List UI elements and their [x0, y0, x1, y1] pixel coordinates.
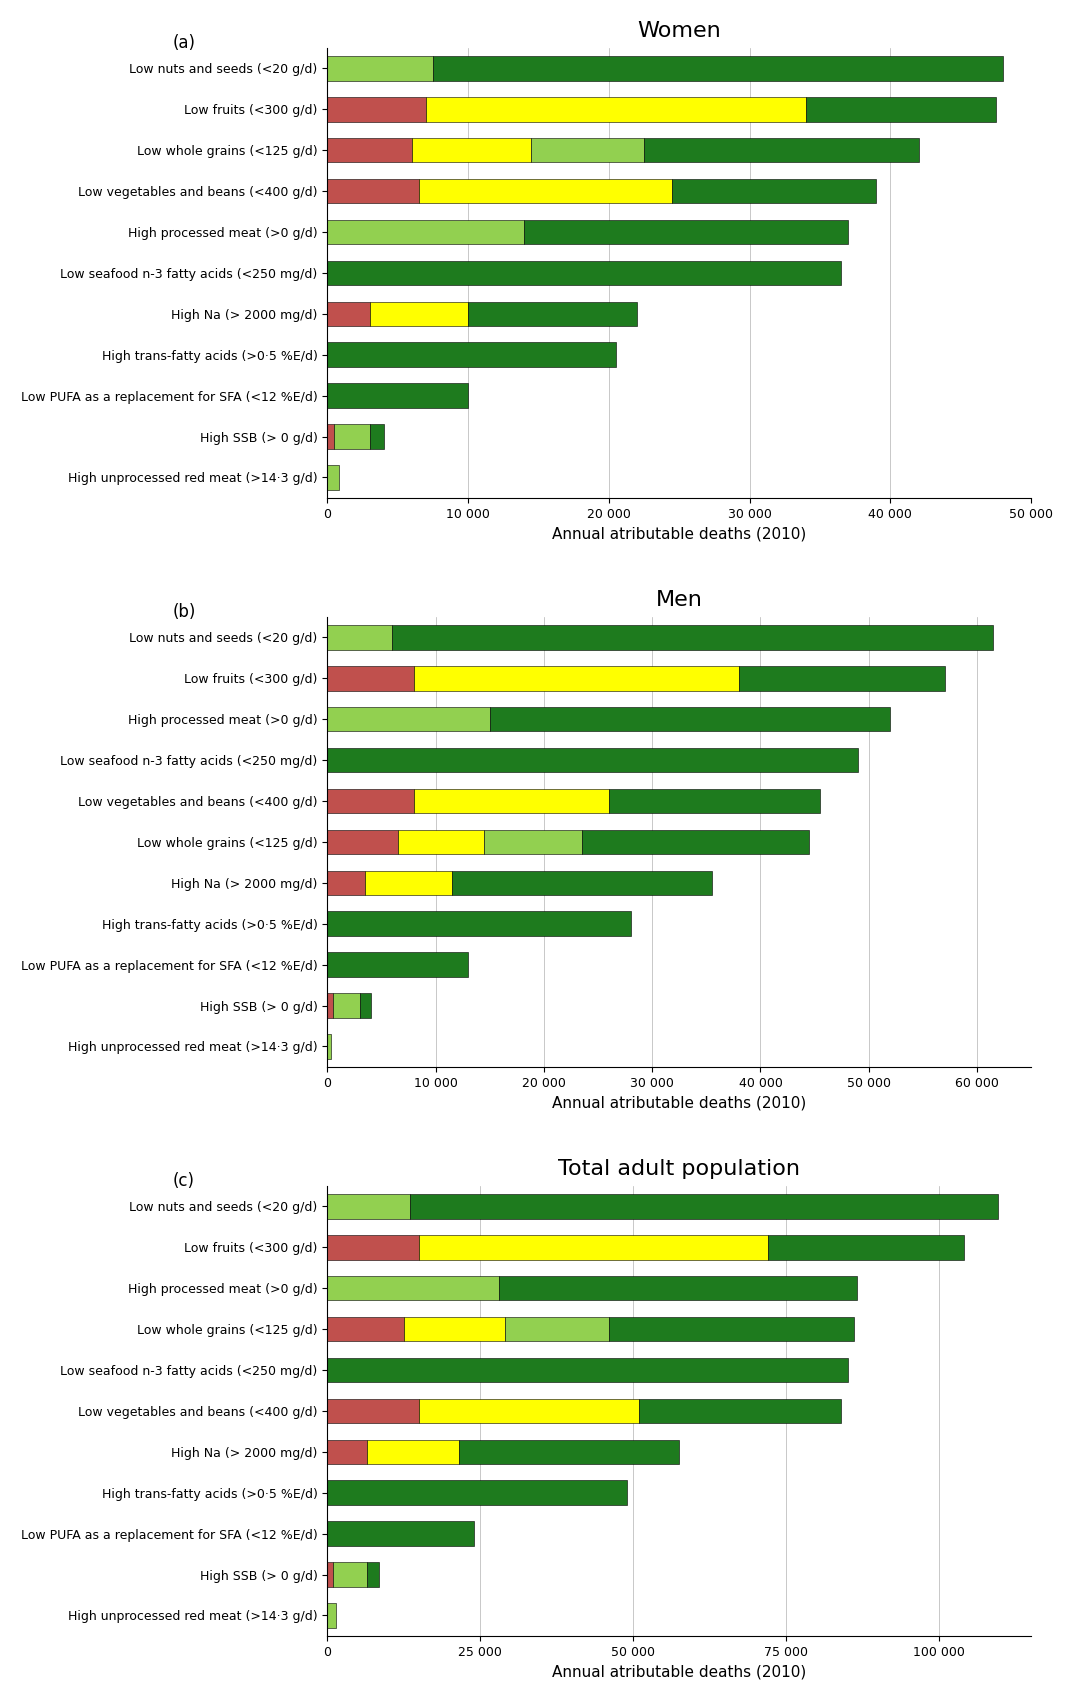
Bar — [532, 138, 644, 163]
Bar — [806, 97, 996, 122]
Bar — [397, 830, 484, 853]
Bar — [328, 260, 841, 286]
X-axis label: Annual atributable deaths (2010): Annual atributable deaths (2010) — [552, 1095, 807, 1110]
Bar — [328, 466, 338, 490]
Bar — [433, 56, 1003, 80]
Bar — [644, 138, 918, 163]
Bar — [413, 666, 739, 690]
Bar — [328, 952, 468, 978]
X-axis label: Annual atributable deaths (2010): Annual atributable deaths (2010) — [552, 1664, 807, 1680]
Bar — [328, 1193, 410, 1219]
Bar — [328, 219, 524, 245]
Bar — [768, 1234, 963, 1260]
Bar — [328, 748, 858, 772]
Bar — [328, 301, 369, 326]
Bar — [360, 993, 371, 1018]
Bar — [328, 911, 630, 937]
Bar — [672, 178, 876, 204]
Bar — [333, 1562, 367, 1586]
Bar — [739, 666, 944, 690]
Bar — [426, 97, 806, 122]
Bar — [328, 1603, 336, 1627]
Bar — [328, 97, 426, 122]
Bar — [328, 789, 413, 813]
Text: (b): (b) — [173, 604, 195, 622]
Title: Men: Men — [656, 590, 702, 610]
Title: Women: Women — [637, 20, 721, 41]
Bar — [328, 384, 468, 408]
Title: Total adult population: Total adult population — [558, 1159, 800, 1178]
Bar — [367, 1562, 379, 1586]
Bar — [328, 1034, 331, 1059]
Bar — [328, 1440, 367, 1464]
Bar — [419, 178, 672, 204]
Bar — [369, 301, 468, 326]
Bar — [404, 1318, 505, 1341]
Bar — [333, 993, 360, 1018]
Bar — [328, 1358, 847, 1382]
Bar — [367, 1440, 459, 1464]
Bar — [609, 789, 821, 813]
Bar — [334, 425, 369, 449]
Bar — [328, 425, 334, 449]
Bar — [328, 138, 411, 163]
Bar — [468, 301, 637, 326]
Bar — [328, 56, 433, 80]
Bar — [452, 870, 712, 896]
Bar — [328, 666, 413, 690]
Bar — [369, 425, 383, 449]
Bar — [328, 1562, 333, 1586]
Bar — [459, 1440, 679, 1464]
Bar — [484, 830, 582, 853]
Bar — [328, 993, 333, 1018]
Bar — [328, 1481, 627, 1504]
Bar — [419, 1399, 639, 1423]
Text: (c): (c) — [173, 1173, 194, 1190]
Bar — [411, 138, 532, 163]
Bar — [328, 707, 490, 731]
Bar — [609, 1318, 854, 1341]
Bar — [419, 1234, 768, 1260]
Bar — [328, 1318, 404, 1341]
Bar — [328, 178, 419, 204]
Bar — [392, 626, 993, 649]
Bar — [365, 870, 452, 896]
Bar — [328, 626, 392, 649]
Bar — [328, 1234, 419, 1260]
Bar — [413, 789, 609, 813]
Bar — [328, 342, 615, 367]
Bar — [328, 870, 365, 896]
Bar — [490, 707, 890, 731]
Text: (a): (a) — [173, 34, 195, 53]
Bar — [639, 1399, 841, 1423]
Bar — [328, 1399, 419, 1423]
Bar — [505, 1318, 609, 1341]
X-axis label: Annual atributable deaths (2010): Annual atributable deaths (2010) — [552, 527, 807, 541]
Bar — [498, 1277, 857, 1300]
Bar — [524, 219, 848, 245]
Bar — [328, 1277, 498, 1300]
Bar — [328, 830, 397, 853]
Bar — [582, 830, 809, 853]
Bar — [410, 1193, 998, 1219]
Bar — [328, 1522, 475, 1545]
